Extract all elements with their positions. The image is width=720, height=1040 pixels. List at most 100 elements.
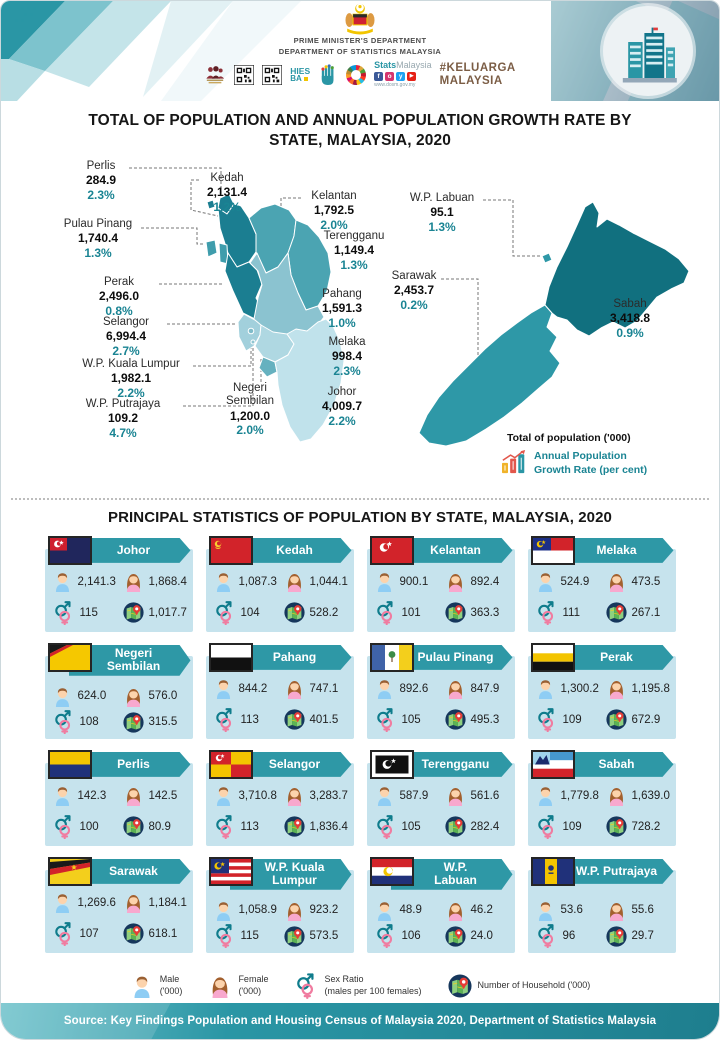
malaysia-map-area: Perlis 284.9 2.3% Kedah 2,131.4 1.2% Kel… bbox=[1, 152, 719, 496]
map-state-name: Johor bbox=[327, 385, 357, 398]
dosm-building-badge bbox=[603, 6, 693, 96]
state-shape-pulau-pinang-island bbox=[205, 239, 218, 258]
dosm-building-icon bbox=[612, 15, 684, 87]
map-state-growth-rate: 0.8% bbox=[105, 303, 133, 318]
map-state-label-6: Sarawak 2,453.7 0.2% bbox=[354, 270, 474, 312]
household-icon bbox=[284, 709, 305, 730]
map-state-growth-rate: 0.9% bbox=[616, 325, 644, 340]
female-icon bbox=[284, 900, 305, 921]
state-name: Pahang bbox=[272, 649, 317, 664]
sex-ratio-value: 109 bbox=[562, 713, 582, 726]
map-state-label-15: W.P. Putrajaya 109.2 4.7% bbox=[63, 398, 183, 440]
household-icon bbox=[123, 923, 144, 944]
female-icon bbox=[606, 785, 627, 806]
map-state-growth-rate: 0.2% bbox=[400, 297, 428, 312]
legend-sex-ratio: Sex Ratio (males per 100 females) bbox=[294, 973, 422, 999]
state-name: Sarawak bbox=[109, 863, 158, 878]
state-stats: 1,300.2 1,195.8 109 672.9 bbox=[535, 674, 673, 736]
female-icon bbox=[284, 785, 305, 806]
map-state-population: 284.9 bbox=[85, 173, 117, 188]
household-icon bbox=[445, 709, 466, 730]
sex-ratio-icon bbox=[374, 708, 397, 732]
sex-ratio-icon bbox=[374, 601, 397, 625]
map-state-population: 4,009.7 bbox=[321, 399, 363, 414]
map-state-name: Melaka bbox=[328, 335, 366, 348]
hand-logo-icon bbox=[318, 64, 338, 86]
male-icon bbox=[374, 571, 395, 592]
state-stats: 1,058.9 923.2 115 573.5 bbox=[213, 898, 351, 950]
facebook-icon bbox=[374, 72, 384, 82]
map-state-name: Pahang bbox=[322, 287, 362, 300]
map-state-population: 1,149.4 bbox=[333, 243, 375, 258]
keluarga-line1: #KELUARGA bbox=[439, 62, 516, 75]
sex-ratio-icon bbox=[52, 815, 75, 839]
male-icon bbox=[52, 571, 73, 592]
male-value: 900.1 bbox=[399, 575, 429, 588]
state-stats: 587.9 561.6 105 282.4 bbox=[374, 781, 512, 843]
state-name: Kedah bbox=[276, 542, 313, 557]
map-state-label-10: Selangor 6,994.4 2.7% bbox=[66, 316, 186, 358]
households-value: 267.1 bbox=[631, 606, 661, 619]
sex-ratio-value: 108 bbox=[79, 716, 99, 729]
state-flag-icon bbox=[369, 642, 414, 672]
male-value: 1,300.2 bbox=[560, 682, 599, 695]
state-card-4: Negeri Sembilan 624.0 576.0 bbox=[44, 642, 193, 739]
sex-ratio-value: 115 bbox=[79, 606, 98, 619]
state-shape-sarawak bbox=[418, 304, 561, 447]
map-state-population: 1,792.5 bbox=[313, 203, 355, 218]
map-state-label-14: Johor 4,009.7 2.2% bbox=[282, 386, 402, 428]
household-icon bbox=[123, 712, 144, 733]
map-state-population: 2,496.0 bbox=[98, 289, 140, 304]
cards-section-title: PRINCIPAL STATISTICS OF POPULATION BY ST… bbox=[107, 508, 613, 526]
state-stats: 142.3 142.5 100 80.9 bbox=[52, 781, 190, 843]
legend-ratio-label: Sex Ratio bbox=[324, 974, 364, 985]
sex-ratio-icon bbox=[52, 922, 75, 946]
male-value: 844.2 bbox=[238, 682, 268, 695]
female-value: 847.9 bbox=[470, 682, 500, 695]
sdg-wheel-icon bbox=[346, 64, 367, 85]
dept-line-1: PRIME MINISTER'S DEPARTMENT bbox=[293, 36, 427, 45]
map-state-name: W.P. Kuala Lumpur bbox=[82, 357, 180, 370]
state-card-12: Sarawak 1,269.6 1,184.1 bbox=[44, 856, 193, 953]
dosm-url: www.dosm.gov.my bbox=[374, 82, 416, 89]
state-card-13: W.P. Kuala Lumpur 1,058.9 923.2 bbox=[205, 856, 354, 953]
household-icon bbox=[606, 709, 627, 730]
state-flag-icon bbox=[208, 642, 253, 672]
sex-ratio-icon bbox=[535, 601, 558, 625]
female-value: 576.0 bbox=[148, 690, 178, 703]
sex-ratio-value: 111 bbox=[562, 606, 580, 619]
female-icon bbox=[208, 974, 232, 998]
female-icon bbox=[123, 785, 144, 806]
female-value: 892.4 bbox=[470, 575, 500, 588]
map-state-growth-rate: 2.0% bbox=[236, 423, 264, 438]
state-card-9: Selangor 3,710.8 3,283.7 bbox=[205, 749, 354, 846]
map-state-population: 95.1 bbox=[430, 205, 454, 220]
female-icon bbox=[606, 571, 627, 592]
map-state-population: 1,591.3 bbox=[321, 301, 363, 316]
qr-code-icon-2 bbox=[262, 65, 282, 85]
map-state-name: Kelantan bbox=[311, 189, 357, 202]
sex-ratio-value: 107 bbox=[79, 927, 99, 940]
youtube-icon bbox=[407, 72, 417, 82]
state-name: W.P. Putrajaya bbox=[575, 863, 658, 878]
state-card-10: Terengganu 587.9 561.6 bbox=[366, 749, 515, 846]
state-flag-icon bbox=[47, 642, 92, 672]
households-value: 29.7 bbox=[631, 930, 654, 943]
malaysia-map bbox=[129, 167, 690, 447]
male-value: 1,087.3 bbox=[238, 575, 277, 588]
state-shape-putrajaya bbox=[250, 339, 256, 345]
header-center: PRIME MINISTER'S DEPARTMENT DEPARTMENT O… bbox=[180, 3, 540, 89]
map-state-name: Sarawak bbox=[391, 269, 437, 282]
state-card-6: Pulau Pinang 892.6 847.9 bbox=[366, 642, 515, 739]
female-value: 142.5 bbox=[148, 789, 178, 802]
map-state-growth-rate: 2.3% bbox=[333, 363, 361, 378]
male-value: 892.6 bbox=[399, 682, 429, 695]
partner-logos-row: HIES BA StatsMalaysia www.dosm.gov.my bbox=[180, 61, 540, 89]
sex-ratio-value: 100 bbox=[79, 820, 99, 833]
female-value: 1,195.8 bbox=[631, 682, 670, 695]
sex-ratio-value: 101 bbox=[401, 606, 421, 619]
map-state-label-9: Sabah 3,418.8 0.9% bbox=[570, 298, 690, 340]
hies-ba-logo: HIES BA bbox=[290, 66, 310, 84]
sex-ratio-value: 106 bbox=[401, 930, 421, 943]
